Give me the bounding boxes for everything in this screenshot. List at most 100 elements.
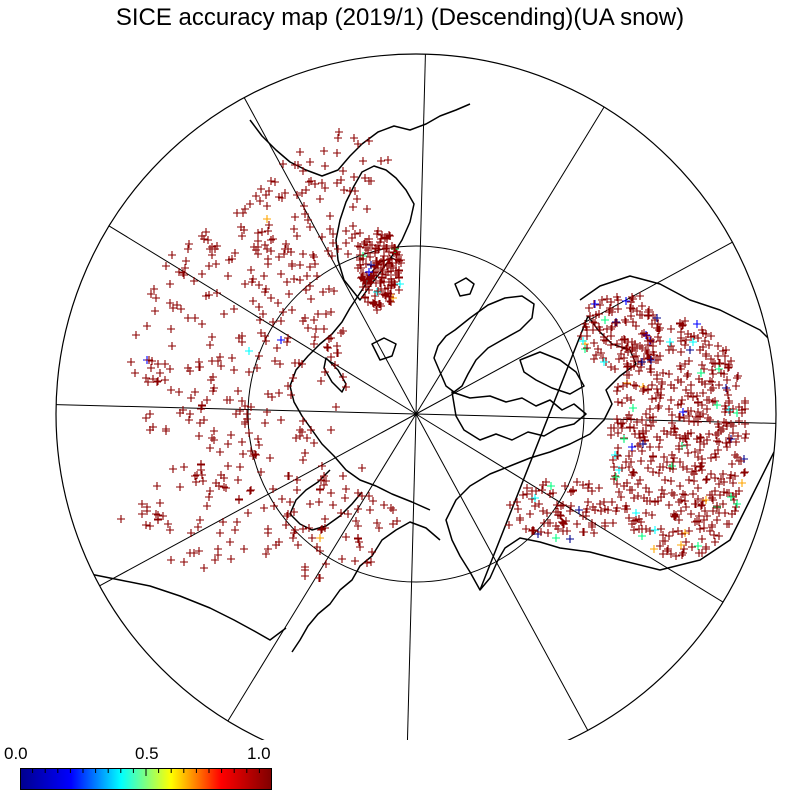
marker-plus [206, 444, 214, 452]
marker-plus [368, 548, 376, 556]
marker-plus [625, 463, 633, 471]
marker-plus [324, 344, 332, 352]
marker-plus [642, 346, 650, 354]
marker-plus [264, 545, 272, 553]
marker-plus [339, 327, 347, 335]
marker-plus [711, 360, 719, 368]
marker-plus [679, 321, 687, 329]
marker-plus [702, 496, 710, 504]
marker-plus [627, 396, 635, 404]
marker-plus [670, 491, 678, 499]
marker-plus [634, 442, 642, 450]
marker-plus [327, 353, 335, 361]
marker-plus [698, 501, 706, 509]
marker-plus [186, 367, 194, 375]
marker-plus [651, 526, 659, 534]
marker-plus [359, 269, 367, 277]
coastline-taymyr [289, 469, 363, 531]
marker-plus [395, 251, 403, 259]
marker-plus [366, 241, 374, 249]
marker-plus [228, 354, 236, 362]
marker-plus [560, 520, 568, 528]
marker-plus [374, 264, 382, 272]
marker-plus [257, 329, 265, 337]
marker-plus [294, 541, 302, 549]
marker-plus [324, 247, 332, 255]
marker-plus [644, 308, 652, 316]
marker-plus [677, 378, 685, 386]
marker-plus [267, 294, 275, 302]
marker-plus [333, 342, 341, 350]
marker-plus [614, 383, 622, 391]
marker-plus [217, 471, 225, 479]
marker-plus [557, 502, 565, 510]
colorbar-min-label: 0.0 [4, 744, 28, 763]
marker-plus [719, 500, 727, 508]
marker-plus [275, 193, 283, 201]
marker-plus [142, 414, 150, 422]
marker-plus [301, 563, 309, 571]
marker-plus [236, 463, 244, 471]
marker-plus [387, 282, 395, 290]
marker-plus [701, 380, 709, 388]
marker-plus [320, 481, 328, 489]
marker-plus [612, 473, 620, 481]
marker-plus [656, 337, 664, 345]
marker-plus [705, 341, 713, 349]
marker-plus [676, 362, 684, 370]
marker-plus [709, 496, 717, 504]
marker-plus [351, 187, 359, 195]
marker-plus [329, 230, 337, 238]
marker-plus [619, 419, 627, 427]
marker-plus [704, 414, 712, 422]
marker-plus [305, 178, 313, 186]
marker-plus [306, 282, 314, 290]
marker-plus [713, 516, 721, 524]
marker-plus [715, 381, 723, 389]
marker-plus [658, 486, 666, 494]
marker-plus [590, 355, 598, 363]
marker-plus [632, 509, 640, 517]
marker-plus [720, 488, 728, 496]
marker-plus [655, 402, 663, 410]
marker-plus [647, 457, 655, 465]
meridian-lines [56, 54, 776, 740]
marker-plus [699, 329, 707, 337]
marker-plus [707, 355, 715, 363]
marker-plus [738, 479, 746, 487]
marker-plus [683, 372, 691, 380]
marker-plus [605, 308, 613, 316]
marker-plus [184, 314, 192, 322]
marker-plus [322, 477, 330, 485]
marker-plus [657, 385, 665, 393]
marker-plus [282, 240, 290, 248]
marker-plus [710, 531, 718, 539]
marker-plus [204, 236, 212, 244]
marker-plus [335, 128, 343, 136]
marker-plus [210, 427, 218, 435]
marker-plus [271, 357, 279, 365]
marker-plus [200, 564, 208, 572]
marker-plus [708, 378, 716, 386]
marker-plus [586, 312, 594, 320]
marker-plus [352, 517, 360, 525]
marker-plus [614, 444, 622, 452]
marker-plus [234, 387, 242, 395]
marker-plus [322, 560, 330, 568]
marker-plus [289, 374, 297, 382]
marker-plus [659, 463, 667, 471]
marker-plus [156, 499, 164, 507]
marker-plus [284, 382, 292, 390]
marker-plus [707, 454, 715, 462]
marker-plus [232, 410, 240, 418]
marker-plus [622, 458, 630, 466]
marker-plus [216, 448, 224, 456]
marker-plus [594, 345, 602, 353]
marker-plus [698, 549, 706, 557]
marker-plus [601, 316, 609, 324]
marker-plus [286, 498, 294, 506]
marker-plus [742, 430, 750, 438]
marker-plus [668, 411, 676, 419]
marker-plus [344, 510, 352, 518]
marker-plus [198, 232, 206, 240]
